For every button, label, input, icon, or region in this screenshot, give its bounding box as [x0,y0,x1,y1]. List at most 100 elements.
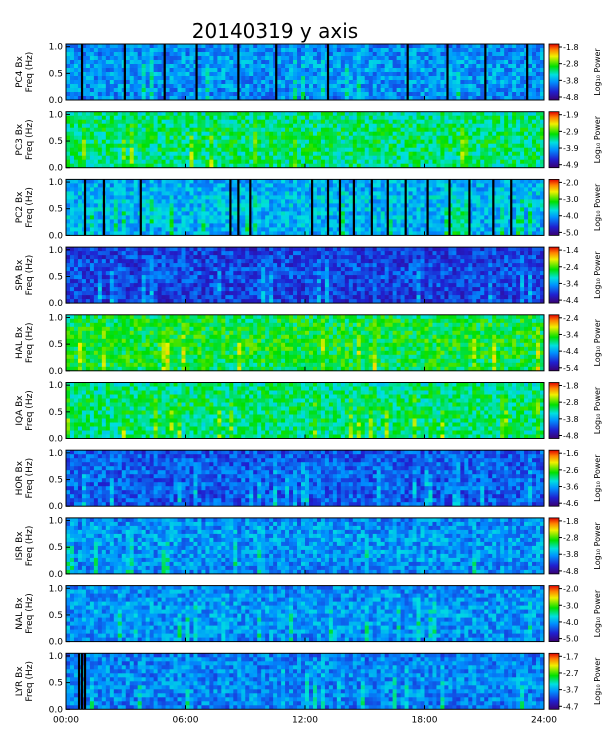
y-tick-label: 0.0 [49,231,64,241]
y-axis-label-pc4: PC4 BxFreq (Hz) [15,52,35,93]
data-gap-pc2-9 [352,179,355,236]
colorbar-tick-label: -5.4 [563,364,579,373]
y-tick-label: 0.5 [49,476,63,486]
panel-iqa: 1.0 0.5 0.0 IQA BxFreq (Hz) -1.8 -2.8 -3.8 -4.8… [15,381,602,444]
colorbar-tick-label: -4.8 [563,432,579,441]
colorbar-label: Log₁₀ Power [593,318,602,366]
colorbar-label: Log₁₀ Power [593,521,602,569]
colorbar-tick-label: -5.0 [563,635,579,644]
x-tick-label: 06:00 [173,715,199,725]
colorbar-tick-label: -1.8 [563,382,579,391]
y-tick-label: 1.0 [49,449,64,459]
spectrogram-hal [66,314,544,371]
colorbar-tick-label: -5.0 [563,228,579,237]
panel-pc3: 1.0 0.5 0.0 PC3 BxFreq (Hz) -1.9 -2.9 -3.9 -4.9… [15,110,602,173]
y-axis-label-spa: SPA BxFreq (Hz) [15,255,35,296]
colorbar-label: Log₁₀ Power [593,251,602,299]
data-gap-pc4-3 [195,44,198,100]
colorbar-tick-label: -3.0 [563,601,579,610]
y-tick-label: 1.0 [49,517,64,527]
colorbar-tick-label: -4.0 [563,618,579,627]
panel-hor: 1.0 0.5 0.0 HOR BxFreq (Hz) -1.6 -2.6 -3.6 -4.6… [15,449,602,512]
x-tick-label: 18:00 [412,715,438,725]
colorbar-tick-label: -2.8 [563,60,579,69]
data-gap-pc2-13 [426,179,429,236]
y-tick-label: 0.0 [49,435,64,445]
colorbar-label: Log₁₀ Power [593,454,602,502]
data-gap-pc2-17 [510,179,513,236]
colorbar-tick-label: -1.9 [563,111,579,120]
data-gap-pc2-3 [229,179,232,236]
data-gap-pc4-1 [123,44,126,100]
data-gap-pc2-16 [492,179,495,236]
y-axis-label-iqa: IQA BxFreq (Hz) [15,390,35,431]
panel-hal: 1.0 0.5 0.0 HAL BxFreq (Hz) -2.4 -3.4 -4.4 -5.4… [15,313,602,376]
colorbar-label: Log₁₀ Power [593,657,602,705]
colorbar-spa [548,246,560,304]
data-gap-pc4-0 [80,44,84,100]
colorbar-tick-label: -3.9 [563,144,579,153]
colorbar-tick-label: -1.8 [563,43,579,52]
spectrogram-spa [66,247,544,304]
y-tick-label: 1.0 [49,652,64,662]
colorbar-pc4 [548,43,560,101]
colorbar-tick-label: -2.0 [563,178,579,187]
y-tick-label: 1.0 [49,584,64,594]
y-tick-label: 0.5 [49,340,63,350]
data-gap-pc4-8 [446,44,449,100]
colorbar-label: Log₁₀ Power [593,386,602,434]
y-tick-label: 1.0 [49,178,64,188]
data-gap-pc4-10 [526,44,529,100]
colorbar-label: Log₁₀ Power [593,183,602,231]
colorbar-lyr [548,652,560,710]
x-axis: 00:00 06:00 12:00 18:00 24:00 [53,715,557,725]
data-gap-pc4-2 [163,44,166,100]
colorbar-pc2 [548,178,560,236]
colorbar-tick-label: -3.7 [563,686,579,695]
data-gap-pc2-6 [310,179,314,236]
data-gap-pc4-6 [326,44,330,100]
colorbar-tick-label: -4.4 [563,296,579,305]
y-tick-label: 0.5 [49,205,63,215]
colorbar-nal [548,585,560,642]
colorbar-tick-label: -1.7 [563,652,579,661]
colorbar-tick-label: -2.4 [563,314,579,323]
panel-nal: 1.0 0.5 0.0 NAL BxFreq (Hz) -2.0 -3.0 -4.0 -5.0… [15,584,602,647]
panel-spa: 1.0 0.5 0.0 SPA BxFreq (Hz) -1.4 -2.4 -3.4 -4.4… [15,246,602,309]
colorbar-tick-label: -2.6 [563,466,579,475]
colorbar-tick-label: -3.4 [563,330,579,339]
panel-stack: 1.0 0.5 0.0 PC4 BxFreq (Hz) -1.8 -2.8 -3.8 -4.8… [15,43,602,716]
data-gap-pc2-2 [139,179,142,236]
spectrogram-nal [66,585,544,642]
colorbar-tick-label: -2.7 [563,669,579,678]
data-gap-pc2-7 [326,179,330,236]
colorbar-hal [548,314,560,372]
data-gap-pc4-4 [237,44,240,100]
spectrogram-lyr [66,653,544,710]
x-tick-label: 24:00 [531,715,557,725]
y-axis-label-pc3: PC3 BxFreq (Hz) [15,119,35,160]
spectrogram-iqa [66,382,544,439]
colorbar-tick-label: -3.4 [563,279,579,288]
y-tick-label: 0.0 [49,367,64,377]
spectrogram-hor [66,450,544,507]
colorbar-tick-label: -4.8 [563,93,579,102]
data-gap-pc2-8 [338,179,342,236]
colorbar-tick-label: -1.6 [563,449,579,458]
x-tick-label: 00:00 [53,715,79,725]
colorbar-tick-label: -3.6 [563,483,579,492]
data-gap-pc2-14 [448,179,451,236]
y-tick-label: 1.0 [49,381,64,391]
panel-isr: 1.0 0.5 0.0 ISR BxFreq (Hz) -1.8 -2.8 -3.8 -4.8… [15,517,602,580]
colorbar-tick-label: -2.4 [563,263,579,272]
colorbar-tick-label: -4.7 [563,702,579,711]
colorbar-isr [548,517,560,575]
colorbar-tick-label: -3.8 [563,415,579,424]
colorbar-tick-label: -2.9 [563,127,579,136]
colorbar-tick-label: -4.6 [563,499,579,508]
colorbar-tick-label: -4.0 [563,212,579,221]
colorbar-tick-label: -3.0 [563,195,579,204]
x-tick-label: 12:00 [292,715,318,725]
y-tick-label: 1.0 [49,110,64,120]
y-tick-label: 0.0 [49,96,64,106]
